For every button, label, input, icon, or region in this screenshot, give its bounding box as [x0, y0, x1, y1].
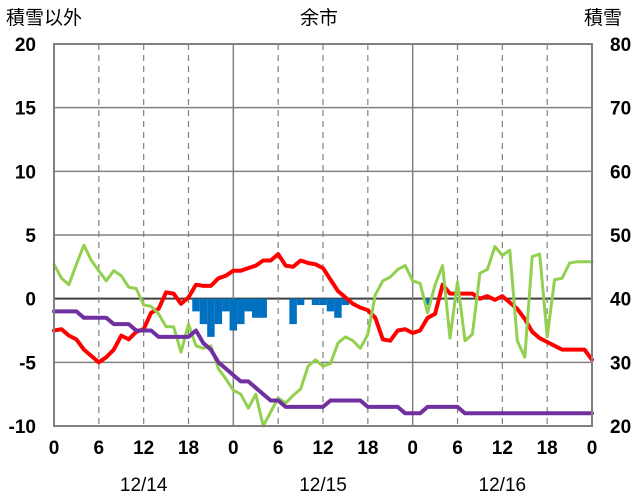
right-tick-label: 30 [610, 353, 631, 374]
precip-bar [326, 298, 335, 312]
right-tick-label: 50 [610, 226, 631, 247]
day-label: 12/15 [299, 475, 347, 496]
series-line [52, 309, 594, 416]
left-tick-label: 0 [25, 290, 36, 311]
x-tick-label: 6 [94, 438, 105, 459]
x-tick-label: 18 [357, 438, 378, 459]
left-tick-label: -10 [9, 417, 36, 438]
x-tick-label: 6 [452, 438, 463, 459]
x-tick-label: 6 [273, 438, 284, 459]
right-tick-label: 80 [610, 35, 631, 56]
x-tick-label: 12 [312, 438, 333, 459]
precip-bar [192, 298, 200, 312]
left-tick-label: -5 [19, 353, 36, 374]
x-tick-label: 0 [49, 438, 60, 459]
right-tick-label: 70 [610, 99, 631, 120]
day-labels: 12/14 12/15 12/16 [120, 475, 526, 496]
grid-lines [54, 44, 592, 426]
left-axis-label: 積雪以外 [6, 7, 82, 29]
day-label: 12/14 [120, 475, 168, 496]
precip-bar [289, 298, 297, 325]
right-tick-label: 20 [610, 417, 631, 438]
x-tick-label: 18 [537, 438, 558, 459]
precip-bar [252, 298, 260, 318]
plot-area-frame [53, 43, 593, 427]
x-tick-label: 12 [133, 438, 154, 459]
precip-bar [214, 298, 223, 325]
precip-bar [207, 298, 215, 337]
x-tick-label: 18 [178, 438, 199, 459]
series-line [52, 243, 594, 428]
precip-bar [423, 298, 432, 306]
x-tick-label: 0 [587, 438, 598, 459]
x-tick-label: 0 [407, 438, 418, 459]
precip-bar [244, 298, 253, 312]
precip-bar [341, 298, 350, 306]
left-tick-label: 5 [25, 226, 36, 247]
day-label: 12/16 [479, 475, 527, 496]
precip-bar [334, 298, 342, 318]
precip-bar [237, 298, 245, 325]
precip-bar [222, 298, 230, 312]
x-tick-labels: 0 6 12 18 0 6 12 18 0 6 12 18 0 [49, 438, 598, 459]
x-tick-label: 12 [492, 438, 513, 459]
left-tick-label: 10 [15, 162, 36, 183]
right-tick-labels: 80 70 60 50 40 30 20 [610, 35, 631, 438]
x-tick-label: 0 [228, 438, 239, 459]
bar-series [192, 298, 432, 337]
precip-bar [199, 298, 208, 325]
precip-bar [311, 298, 320, 306]
precip-bar [319, 298, 327, 306]
right-tick-label: 60 [610, 162, 631, 183]
precip-bar [296, 298, 305, 306]
precip-bar [259, 298, 267, 318]
left-tick-label: 15 [15, 99, 37, 120]
right-axis-label: 積雪 [584, 7, 622, 29]
chart-title: 余市 [300, 7, 338, 29]
precip-bar [229, 298, 238, 331]
right-tick-label: 40 [610, 290, 631, 311]
left-tick-label: 20 [15, 35, 36, 56]
line-series-group [52, 243, 594, 428]
left-tick-labels: 20 15 10 5 0 -5 -10 [9, 35, 37, 438]
